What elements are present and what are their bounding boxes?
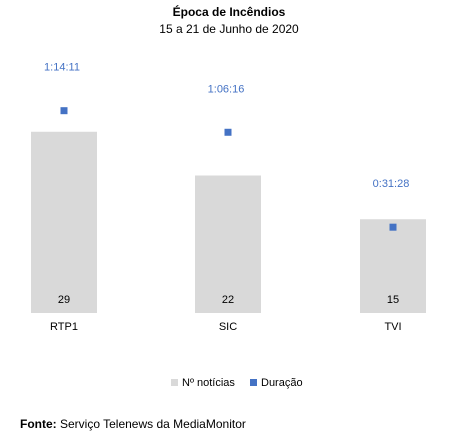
category-label-rtp1: RTP1	[50, 321, 78, 333]
category-label-tvi: TVI	[384, 321, 401, 333]
bar-sic	[195, 175, 261, 313]
source-note: Fonte: Serviço Telenews da MediaMonitor	[20, 417, 246, 431]
duration-label-rtp1: 1:14:11	[44, 62, 80, 74]
bar-value-label-rtp1: 29	[58, 294, 70, 306]
category-label-sic: SIC	[219, 321, 237, 333]
bar-value-label-sic: 22	[222, 294, 234, 306]
duration-marker-tvi	[389, 223, 397, 231]
bar-tvi	[360, 219, 426, 313]
bar-value-label-tvi: 15	[387, 294, 399, 306]
duration-label-sic: 1:06:16	[208, 83, 245, 95]
legend-swatch-duracao	[250, 379, 257, 386]
legend-swatch-noticias	[171, 379, 178, 386]
source-label: Fonte:	[20, 417, 57, 431]
chart-title: Época de Incêndios	[173, 4, 286, 19]
duration-marker-sic	[224, 128, 232, 136]
duration-marker-rtp1	[60, 107, 68, 115]
legend-label-noticias: Nº notícias	[182, 377, 235, 389]
legend-label-duracao: Duração	[261, 377, 303, 389]
source-text: Serviço Telenews da MediaMonitor	[56, 417, 246, 431]
duration-label-tvi: 0:31:28	[373, 178, 410, 190]
plot-area: 29 RTP1 1:14:11 22 SIC 1:06:16 15 TVI 0:31:28	[31, 62, 426, 333]
chart-subtitle: 15 a 21 de Junho de 2020	[159, 22, 299, 36]
bar-rtp1	[31, 131, 97, 313]
legend: Nº notícias Duração	[171, 377, 303, 389]
